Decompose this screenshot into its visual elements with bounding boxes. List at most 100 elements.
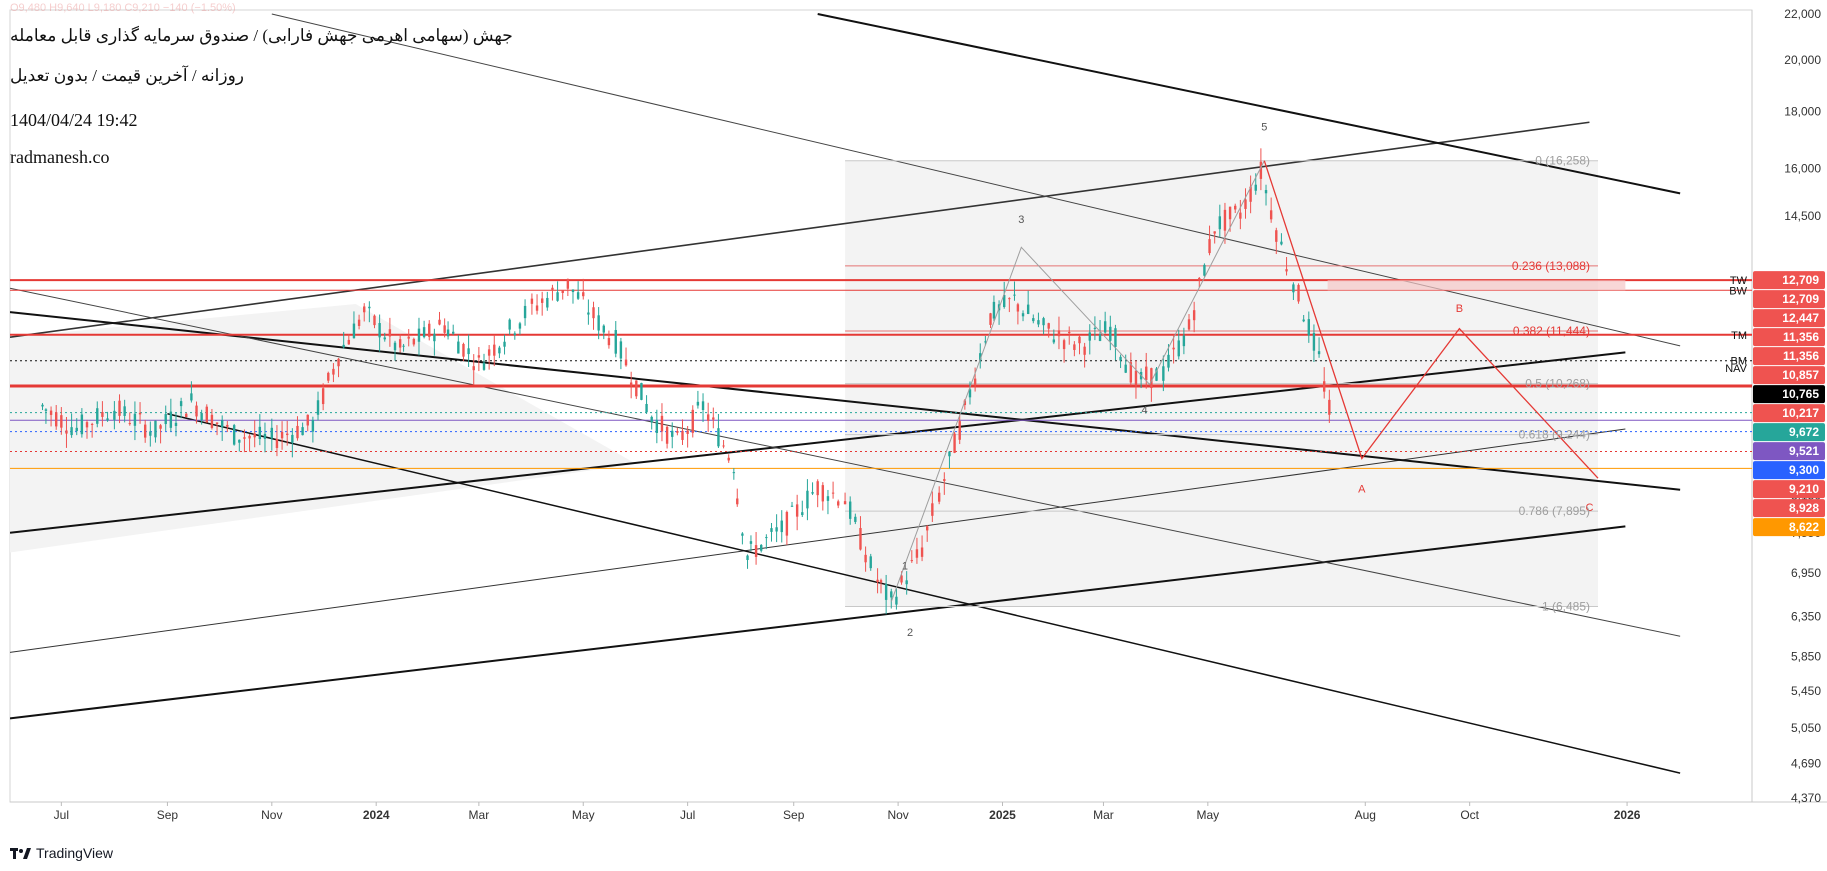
wave-label-3: 3: [1018, 214, 1024, 226]
x-tick-label: Oct: [1460, 808, 1479, 822]
candle-body: [576, 292, 580, 299]
candle-body: [1078, 336, 1081, 344]
price-label-bg-4: [1753, 347, 1825, 366]
candle-body: [879, 580, 883, 583]
trend-line-7: [167, 413, 1681, 774]
tradingview-icon: [10, 847, 32, 859]
fib-label-2: 0.382 (11,444): [1513, 324, 1590, 338]
candle-body: [179, 401, 183, 407]
candle-body: [556, 292, 559, 301]
candle-body: [1182, 335, 1186, 347]
candle-body: [407, 336, 410, 339]
candle-body: [80, 414, 84, 435]
candle-body: [1062, 340, 1066, 350]
trend-line-2: [10, 525, 1626, 720]
candle-body: [979, 353, 982, 361]
candle-body: [984, 341, 987, 343]
candle-body: [973, 378, 977, 385]
candle-body: [948, 451, 951, 457]
candle-body: [1208, 239, 1211, 254]
candle-body: [624, 359, 628, 366]
candle-body: [816, 481, 819, 496]
candle-body: [686, 430, 689, 434]
candle-body: [138, 412, 142, 415]
correction-wave-path: [1263, 160, 1599, 479]
x-tick-label: 2024: [363, 808, 390, 822]
candle-body: [717, 428, 720, 447]
candle-body: [530, 298, 534, 304]
candle-body: [1264, 190, 1268, 194]
candle-body: [1187, 319, 1191, 330]
candle-body: [989, 313, 992, 325]
candle-body: [1016, 304, 1020, 312]
candle-body: [398, 339, 402, 348]
candle-body: [635, 380, 638, 397]
x-tick-label: Sep: [157, 808, 179, 822]
candle-body: [1275, 230, 1278, 242]
candle-body: [1254, 184, 1257, 191]
candle-body: [629, 382, 633, 386]
candle-body: [452, 331, 455, 334]
candle-body: [174, 422, 178, 426]
candle-body: [741, 533, 744, 536]
candle-body: [551, 287, 554, 290]
fib-label-0: 0 (16,258): [1535, 154, 1590, 168]
candle-body: [665, 426, 669, 444]
y-tick-label: 14,500: [1784, 209, 1821, 223]
y-tick-label: 16,000: [1784, 161, 1821, 175]
chart-datetime: 1404/04/24 19:42: [10, 110, 138, 130]
candle-body: [1244, 199, 1247, 209]
candle-body: [1269, 210, 1273, 220]
candle-body: [462, 343, 465, 357]
candle-body: [513, 333, 517, 335]
fib-label-5: 0.786 (7,895): [1519, 504, 1590, 518]
candle-body: [90, 423, 94, 425]
price-label-bg-8: [1753, 423, 1825, 442]
candle-body: [363, 306, 366, 313]
candle-body: [614, 330, 617, 354]
candle-body: [645, 403, 648, 413]
candle-body: [49, 410, 53, 415]
supply-zone: [1327, 280, 1626, 291]
candle-body: [937, 492, 941, 502]
candle-body: [316, 400, 320, 415]
candle-body: [143, 424, 147, 438]
price-label-4: 11,356: [1783, 349, 1819, 363]
candle-body: [1259, 161, 1263, 179]
candle-body: [671, 430, 674, 437]
candle-body: [286, 433, 289, 436]
y-tick-label: 4,690: [1791, 757, 1821, 771]
candle-body: [190, 393, 193, 401]
x-tick-label: Mar: [1093, 808, 1114, 822]
candle-body: [795, 504, 799, 517]
y-tick-label: 20,000: [1784, 53, 1821, 67]
candle-body: [373, 315, 376, 326]
candle-body: [1218, 216, 1222, 230]
trend-line-1: [10, 121, 1590, 338]
candle-body: [1150, 368, 1153, 389]
candle-body: [1234, 205, 1237, 210]
y-tick-label: 6,950: [1791, 566, 1821, 580]
watermark-website: radmanesh.co: [10, 147, 110, 167]
candle-body: [220, 420, 224, 428]
candle-body: [1026, 304, 1030, 315]
tradingview-logo[interactable]: TradingView: [10, 845, 113, 861]
price-label-8: 9,672: [1789, 425, 1819, 439]
candle-body: [149, 431, 152, 436]
candle-body: [660, 415, 664, 432]
x-tick-label: May: [1197, 808, 1220, 822]
candle-body: [128, 423, 131, 425]
candle-body: [1167, 354, 1170, 368]
level-tag-bm: BM: [1731, 356, 1748, 368]
candle-body: [864, 554, 867, 563]
candle-body: [321, 388, 325, 405]
price-label-bg-5: [1753, 366, 1825, 385]
y-tick-label: 22,000: [1784, 7, 1821, 21]
candle-body: [311, 420, 315, 432]
fib-label-4: 0.618 (9,244): [1519, 428, 1590, 442]
candle-body: [1013, 294, 1016, 296]
candle-body: [1021, 313, 1025, 317]
candle-body: [566, 278, 570, 289]
